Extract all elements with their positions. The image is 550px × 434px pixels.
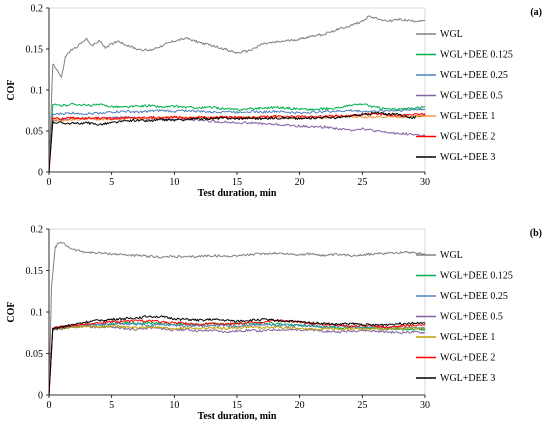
y-tick-label: 0 bbox=[38, 168, 43, 179]
x-tick-label: 15 bbox=[232, 400, 242, 411]
x-tick-label: 30 bbox=[420, 177, 430, 188]
panel-label: (a) bbox=[530, 7, 542, 18]
x-tick-label: 25 bbox=[357, 400, 367, 411]
chart-panel-2: 0 0.05 0.1 0.15 0.2 0 5 10 15 20 25 30 Test duration… bbox=[6, 225, 542, 423]
series-line-5 bbox=[48, 324, 426, 396]
y-axis-label: COF bbox=[6, 79, 17, 100]
legend-entry: WGL+DEE 0.25 bbox=[440, 291, 508, 302]
y-tick-label: 0.05 bbox=[26, 127, 44, 138]
x-tick-label: 15 bbox=[232, 177, 242, 188]
legend-entry: WGL+DEE 3 bbox=[440, 373, 495, 384]
x-tick-label: 5 bbox=[109, 400, 114, 411]
x-tick-label: 20 bbox=[295, 400, 305, 411]
x-tick-label: 10 bbox=[169, 400, 179, 411]
y-tick-label: 0.1 bbox=[31, 86, 44, 97]
x-tick-label: 30 bbox=[420, 400, 430, 411]
x-tick-label: 10 bbox=[169, 177, 179, 188]
legend-entry: WGL bbox=[440, 29, 463, 40]
panel-label: (b) bbox=[530, 228, 542, 239]
legend-entry: WGL bbox=[440, 250, 463, 261]
y-tick-label: 0.2 bbox=[31, 225, 44, 236]
y-axis-label: COF bbox=[6, 301, 17, 322]
series-line-1 bbox=[48, 241, 426, 396]
legend-entry: WGL+DEE 3 bbox=[440, 152, 495, 163]
y-tick-label: 0 bbox=[38, 391, 43, 402]
series-line-4 bbox=[48, 325, 426, 396]
x-axis-label: Test duration, min bbox=[198, 188, 277, 199]
series-line-7 bbox=[48, 111, 426, 173]
x-tick-label: 0 bbox=[47, 400, 52, 411]
legend-entry: WGL+DEE 1 bbox=[440, 111, 495, 122]
legend-entry: WGL+DEE 0.125 bbox=[440, 50, 513, 61]
y-tick-label: 0.05 bbox=[26, 349, 44, 360]
series-line-4 bbox=[48, 115, 426, 173]
series-line-3 bbox=[48, 322, 426, 396]
x-tick-label: 5 bbox=[109, 177, 114, 188]
series-line-2 bbox=[48, 321, 426, 396]
y-tick-label: 0.1 bbox=[31, 308, 44, 319]
x-tick-label: 0 bbox=[47, 177, 52, 188]
legend-entry: WGL+DEE 0.125 bbox=[440, 271, 513, 282]
legend-entry: WGL+DEE 2 bbox=[440, 353, 495, 364]
legend-entry: WGL+DEE 0.5 bbox=[440, 312, 503, 323]
legend-entry: WGL+DEE 0.25 bbox=[440, 70, 508, 81]
legend-entry: WGL+DEE 0.5 bbox=[440, 91, 503, 102]
chart-panel-1: 0 0.05 0.1 0.15 0.2 0 5 10 15 20 25 30 Test duration… bbox=[6, 4, 542, 200]
y-tick-label: 0.15 bbox=[26, 266, 44, 277]
y-tick-label: 0.15 bbox=[26, 45, 44, 56]
series-line-2 bbox=[48, 102, 426, 173]
y-tick-label: 0.2 bbox=[31, 4, 44, 15]
x-tick-label: 20 bbox=[295, 177, 305, 188]
series-line-1 bbox=[48, 15, 426, 173]
legend-entry: WGL+DEE 2 bbox=[440, 132, 495, 143]
legend-entry: WGL+DEE 1 bbox=[440, 332, 495, 343]
series-line-3 bbox=[48, 107, 426, 173]
series-line-7 bbox=[48, 315, 426, 396]
x-axis-label: Test duration, min bbox=[198, 411, 277, 422]
series-line-6 bbox=[48, 112, 426, 173]
x-tick-label: 25 bbox=[357, 177, 367, 188]
plot-area bbox=[48, 7, 426, 173]
